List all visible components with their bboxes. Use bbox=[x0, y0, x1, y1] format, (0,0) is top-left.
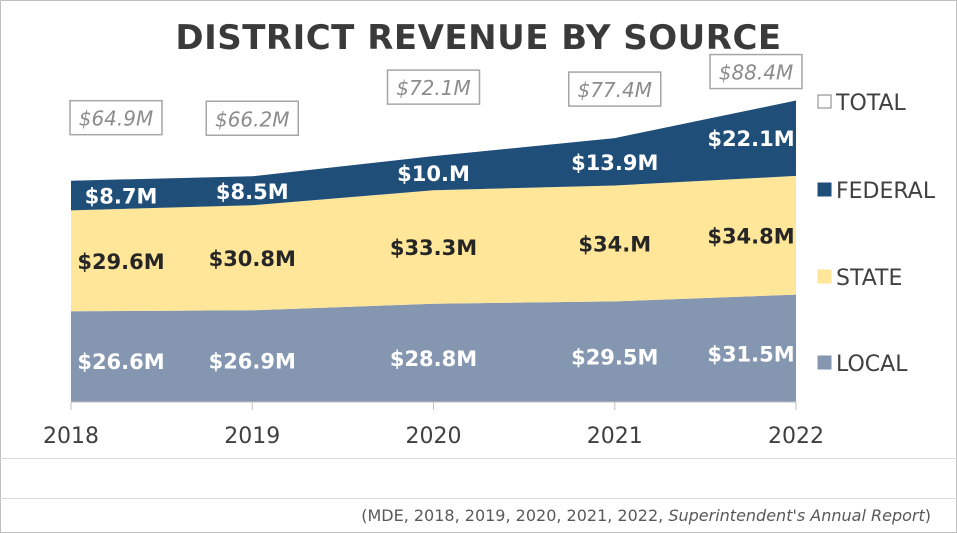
series-area-federal bbox=[71, 100, 796, 211]
data-label-total: $66.2M bbox=[215, 107, 290, 131]
source-title: Superintendent's Annual Report bbox=[668, 506, 925, 525]
legend-swatch-total bbox=[817, 94, 832, 109]
total-label-box bbox=[709, 53, 803, 90]
source-prefix: (MDE, 2018, 2019, 2020, 2021, 2022, bbox=[361, 506, 669, 525]
legend-swatch-local bbox=[817, 355, 832, 370]
data-label-local: $26.6M bbox=[77, 350, 164, 374]
data-label-federal: $8.7M bbox=[85, 185, 158, 209]
separator bbox=[0, 498, 957, 499]
data-label-state: $30.8M bbox=[209, 247, 296, 271]
separator bbox=[0, 458, 957, 459]
x-tick-label: 2022 bbox=[768, 424, 824, 449]
series-area-state bbox=[71, 175, 796, 312]
data-label-local: $28.8M bbox=[390, 347, 477, 371]
data-label-total: $64.9M bbox=[79, 107, 154, 131]
legend-label-local: LOCAL bbox=[836, 352, 908, 377]
legend-swatch-state bbox=[817, 269, 832, 284]
data-label-total: $72.1M bbox=[396, 76, 471, 100]
data-label-local: $29.5M bbox=[571, 346, 658, 370]
data-label-state: $33.3M bbox=[390, 236, 477, 260]
total-label-box bbox=[205, 100, 299, 137]
data-label-federal: $8.5M bbox=[216, 180, 289, 204]
total-label-box bbox=[69, 99, 163, 136]
data-label-state: $34.M bbox=[578, 232, 651, 256]
legend-label-total: TOTAL bbox=[835, 91, 907, 116]
source-note: (MDE, 2018, 2019, 2020, 2021, 2022, Supe… bbox=[361, 506, 931, 525]
total-label-box bbox=[386, 69, 481, 105]
total-label-box bbox=[568, 71, 662, 107]
x-tick-label: 2019 bbox=[224, 424, 280, 449]
x-tick-label: 2021 bbox=[587, 424, 643, 449]
data-label-total: $88.4M bbox=[719, 61, 794, 85]
data-label-federal: $22.1M bbox=[707, 127, 794, 151]
data-label-state: $29.6M bbox=[77, 250, 164, 274]
series-area-local bbox=[71, 294, 796, 402]
data-label-total: $77.4M bbox=[577, 78, 652, 102]
data-label-federal: $10.M bbox=[397, 162, 470, 186]
chart-title: DISTRICT REVENUE BY SOURCE bbox=[175, 18, 782, 58]
x-tick-label: 2020 bbox=[406, 424, 462, 449]
x-tick-label: 2018 bbox=[43, 424, 99, 449]
legend-swatch-federal bbox=[817, 182, 832, 197]
data-label-local: $31.5M bbox=[707, 343, 794, 367]
legend-label-state: STATE bbox=[836, 266, 902, 291]
source-suffix: ) bbox=[924, 506, 931, 525]
data-label-state: $34.8M bbox=[707, 224, 794, 248]
legend-label-federal: FEDERAL bbox=[836, 179, 936, 204]
data-label-local: $26.9M bbox=[209, 350, 296, 374]
data-label-federal: $13.9M bbox=[571, 151, 658, 175]
